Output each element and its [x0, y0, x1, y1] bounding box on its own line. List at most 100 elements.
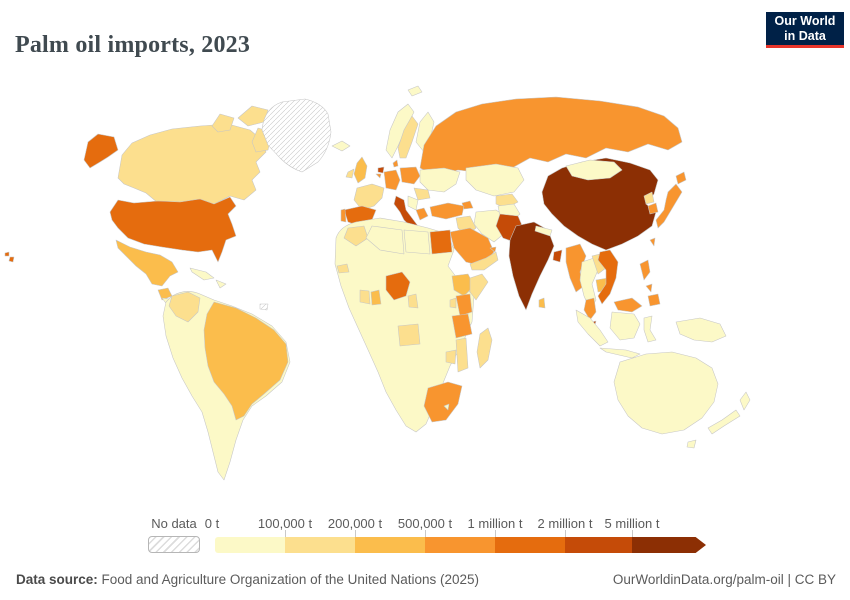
country-indonesia-java[interactable] [599, 347, 641, 359]
country-nigeria[interactable] [385, 271, 411, 301]
legend-bin-5m-arrow[interactable] [632, 537, 706, 553]
legend-bin-200k[interactable] [355, 537, 425, 553]
country-france[interactable] [353, 183, 385, 211]
country-cuba[interactable] [189, 267, 215, 281]
country-canada[interactable] [117, 123, 267, 205]
legend-bin-500k[interactable] [425, 537, 495, 553]
country-cameroon[interactable] [407, 293, 419, 309]
country-hispaniola[interactable] [215, 279, 227, 289]
legend-bin-1m[interactable] [495, 537, 565, 553]
country-algeria[interactable] [365, 225, 405, 255]
owid-logo[interactable]: Our World in Data [766, 12, 844, 48]
country-germany[interactable] [383, 169, 401, 191]
country-balkans[interactable] [407, 195, 419, 211]
country-lesotho[interactable] [443, 403, 450, 411]
country-brazil[interactable] [203, 301, 289, 421]
country-japan[interactable] [655, 183, 683, 229]
country-mexico[interactable] [115, 239, 179, 287]
legend-bin-label: 5 million t [604, 516, 660, 531]
legend-bin-0t[interactable] [215, 537, 285, 553]
country-malaysia-peninsula[interactable] [583, 297, 597, 321]
legend-tick [355, 530, 356, 537]
country-angola[interactable] [397, 323, 421, 347]
country-united-kingdom[interactable] [353, 156, 368, 184]
legend-no-data-label: No data [151, 516, 197, 531]
country-hawaii[interactable] [8, 256, 15, 263]
legend-color-bar [215, 537, 715, 553]
country-ethiopia[interactable] [451, 273, 475, 297]
country-tasmania[interactable] [686, 439, 697, 449]
country-romania[interactable] [413, 187, 431, 201]
legend-bin-label: 1 million t [467, 516, 523, 531]
legend-bin-label: 200,000 t [327, 516, 383, 531]
country-madagascar[interactable] [476, 327, 493, 369]
country-south-africa[interactable] [423, 381, 463, 423]
legend-no-data-swatch[interactable] [148, 536, 200, 553]
country-yemen-oman[interactable] [469, 251, 499, 271]
country-portugal[interactable] [340, 208, 347, 223]
country-denmark[interactable] [392, 159, 399, 168]
country-sweden[interactable] [397, 115, 419, 159]
country-kazakhstan[interactable] [465, 163, 525, 197]
country-mozambique[interactable] [455, 337, 469, 373]
country-egypt[interactable] [429, 229, 453, 255]
country-turkey[interactable] [429, 202, 465, 220]
country-greece[interactable] [415, 207, 429, 221]
country-iceland[interactable] [331, 140, 351, 152]
country-ukraine[interactable] [419, 167, 461, 193]
country-somalia[interactable] [469, 273, 489, 301]
country-tanzania[interactable] [451, 313, 473, 339]
page-title: Palm oil imports, 2023 [15, 32, 251, 59]
country-new-zealand-north[interactable] [739, 391, 751, 411]
country-bangladesh[interactable] [552, 249, 563, 263]
country-taiwan[interactable] [649, 237, 656, 247]
country-greenland[interactable] [261, 98, 332, 173]
country-australia[interactable] [613, 351, 719, 435]
license-link[interactable]: OurWorldinData.org/palm-oil | CC BY [612, 572, 836, 587]
legend-bin-2m[interactable] [565, 537, 632, 553]
country-poland[interactable] [399, 166, 421, 185]
country-new-zealand-south[interactable] [707, 409, 741, 435]
country-svalbard[interactable] [407, 85, 423, 97]
country-norway[interactable] [385, 103, 415, 159]
country-malaysia-borneo[interactable] [613, 297, 643, 313]
country-senegal[interactable] [336, 263, 350, 274]
country-mongolia[interactable] [565, 159, 623, 181]
country-belgium[interactable] [375, 173, 382, 179]
country-sri-lanka[interactable] [538, 297, 546, 309]
country-north-korea[interactable] [643, 191, 655, 205]
legend-bin-100k[interactable] [285, 537, 355, 553]
country-kenya[interactable] [455, 293, 473, 317]
country-japan-hokkaido[interactable] [675, 171, 687, 185]
country-vietnam[interactable] [597, 249, 619, 305]
country-philippines-mindanao[interactable] [647, 293, 661, 307]
country-colombia[interactable] [168, 291, 201, 323]
country-uganda[interactable] [449, 297, 457, 309]
country-nepal[interactable] [534, 225, 553, 237]
country-usa[interactable] [109, 196, 237, 263]
country-cote-divoire[interactable] [359, 289, 371, 305]
country-indonesia-sumatra[interactable] [575, 309, 609, 347]
data-source: Data source: Food and Agriculture Organi… [16, 572, 479, 587]
country-zimbabwe[interactable] [445, 349, 457, 365]
country-russia[interactable] [419, 96, 683, 175]
country-french-guiana[interactable] [259, 303, 269, 311]
legend-tick [285, 530, 286, 537]
country-philippines-luzon[interactable] [639, 259, 651, 281]
country-alaska[interactable] [83, 133, 119, 169]
country-netherlands[interactable] [377, 166, 385, 174]
country-libya[interactable] [403, 229, 431, 255]
country-new-guinea[interactable] [675, 317, 727, 343]
country-indonesia-borneo[interactable] [609, 311, 641, 341]
country-morocco[interactable] [343, 225, 369, 247]
country-philippines-visayas[interactable] [645, 283, 653, 293]
country-ghana[interactable] [370, 289, 382, 306]
legend-zero-label: 0 t [204, 516, 220, 531]
country-indonesia-sulawesi[interactable] [643, 315, 657, 343]
country-gulf-states[interactable] [489, 246, 497, 253]
country-south-korea[interactable] [647, 202, 659, 215]
country-ireland[interactable] [345, 168, 355, 179]
country-hawaii[interactable] [4, 251, 10, 257]
country-canada-arctic-island[interactable] [211, 113, 235, 133]
